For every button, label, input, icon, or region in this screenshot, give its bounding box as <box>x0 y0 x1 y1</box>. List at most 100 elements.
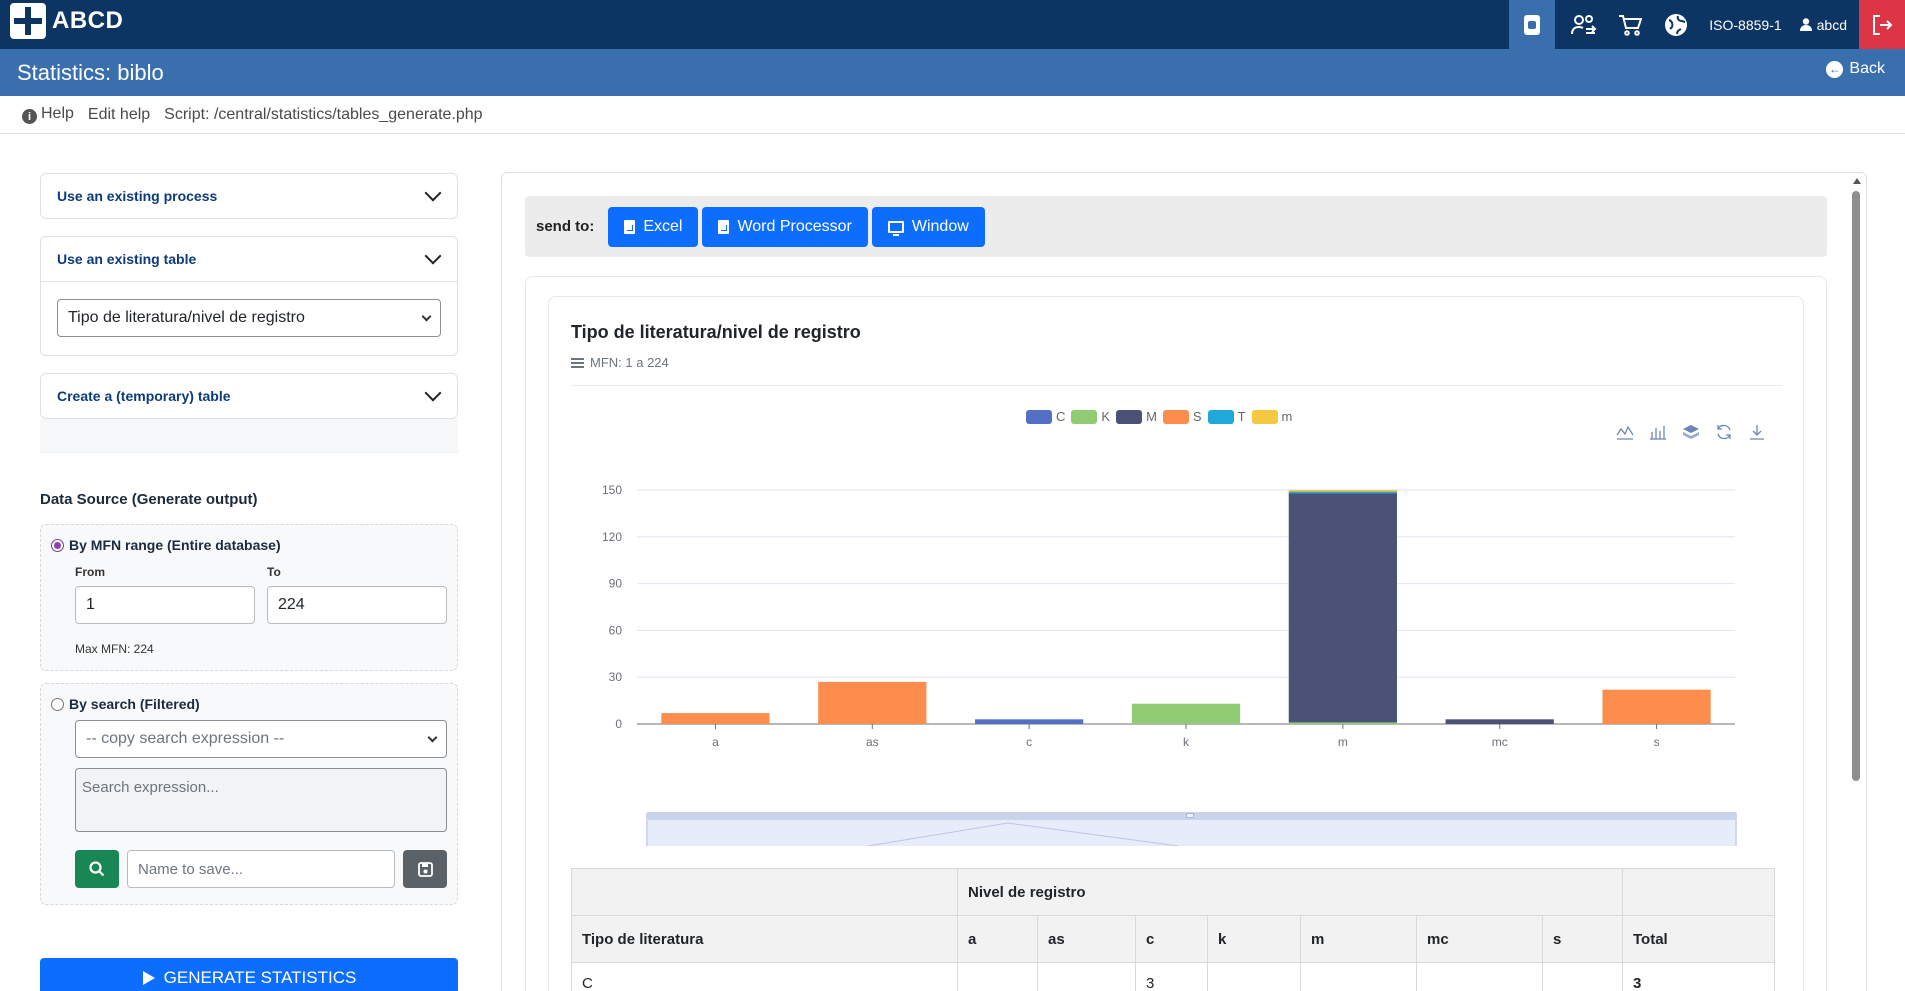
database-icon[interactable] <box>1509 0 1556 49</box>
table-select[interactable]: Tipo de literatura/nivel de registro <box>57 299 441 337</box>
from-label: From <box>75 565 105 579</box>
datazoom-area[interactable] <box>646 820 1737 846</box>
table-cell <box>1207 962 1301 991</box>
x-tick-label: k <box>1183 735 1190 749</box>
copy-search-value: -- copy search expression -- <box>86 730 285 747</box>
table-row-header: Tipo de literatura <box>571 915 958 963</box>
cart-icon[interactable] <box>1607 0 1653 49</box>
save-button[interactable] <box>403 850 447 888</box>
mfn-range-option[interactable]: By MFN range (Entire database) <box>51 537 447 553</box>
mfn-range-group: By MFN range (Entire database) From 1 To… <box>40 524 458 671</box>
column-header-mc: mc <box>1416 915 1543 963</box>
row-total: 3 <box>1622 962 1775 991</box>
word-file-icon <box>718 219 730 234</box>
list-icon <box>571 357 584 368</box>
legend-label: M <box>1146 409 1157 424</box>
by-search-option[interactable]: By search (Filtered) <box>51 696 447 712</box>
column-header-total: Total <box>1622 915 1775 963</box>
search-icon <box>89 861 105 877</box>
column-header-as: as <box>1037 915 1136 963</box>
bar-as-S <box>818 681 927 724</box>
accordion-label: Use an existing process <box>57 188 218 204</box>
column-header-c: c <box>1135 915 1208 963</box>
bar-m-K <box>1288 722 1397 724</box>
accordion-header-existing-process[interactable]: Use an existing process <box>41 174 457 218</box>
search-group: By search (Filtered) -- copy search expr… <box>40 683 458 905</box>
window-button[interactable]: Window <box>871 206 985 247</box>
table-row: C 3 3 <box>571 962 1775 991</box>
x-tick-label: as <box>866 735 879 749</box>
search-expression-textarea[interactable]: Search expression... <box>75 768 447 832</box>
excel-button[interactable]: Excel <box>608 206 699 247</box>
data-source-title: Data Source (Generate output) <box>40 491 258 508</box>
chevron-down-icon <box>424 384 442 402</box>
legend-item-S[interactable]: S <box>1162 409 1202 424</box>
chevron-down-icon <box>421 311 432 321</box>
legend-item-C[interactable]: C <box>1026 409 1065 424</box>
back-arrow-icon: ← <box>1826 60 1844 78</box>
user-icon <box>1799 18 1812 31</box>
stack-icon[interactable] <box>1682 423 1700 441</box>
legend-swatch <box>1071 409 1098 424</box>
logout-icon[interactable] <box>1859 0 1905 49</box>
legend-item-m[interactable]: m <box>1251 409 1292 424</box>
restore-icon[interactable] <box>1715 423 1733 441</box>
bar-chart: 0 30 60 90 120 150 a as c k m mc s <box>602 483 1735 749</box>
scrollbar-thumb[interactable] <box>1852 191 1860 781</box>
by-search-label: By search (Filtered) <box>69 696 200 712</box>
to-label: To <box>267 565 281 579</box>
mfn-range-inputs: From 1 To 224 <box>51 565 447 624</box>
results-card <box>525 276 1827 991</box>
from-input[interactable]: 1 <box>75 586 255 624</box>
row-label: C <box>571 962 958 991</box>
edit-help-link[interactable]: Edit help <box>87 105 151 123</box>
globe-icon[interactable] <box>1653 0 1699 49</box>
monitor-icon <box>887 220 904 236</box>
output-panel <box>501 172 1867 991</box>
legend-item-T[interactable]: T <box>1207 409 1246 424</box>
y-tick-label: 120 <box>602 530 622 544</box>
legend-item-M[interactable]: M <box>1116 409 1157 424</box>
search-button[interactable] <box>75 850 119 888</box>
x-tick-label: m <box>1338 735 1348 749</box>
help-link[interactable]: i Help <box>22 105 74 125</box>
to-input[interactable]: 224 <box>267 586 447 624</box>
bar-c-C <box>975 719 1084 724</box>
accordion-header-existing-table[interactable]: Use an existing table <box>41 237 457 281</box>
mfn-range-radio[interactable] <box>51 538 64 552</box>
back-button[interactable]: ← Back <box>1826 60 1885 78</box>
line-chart-icon[interactable] <box>1616 423 1634 441</box>
search-placeholder: Search expression... <box>82 779 219 796</box>
accordion-header-create-table[interactable]: Create a (temporary) table <box>41 374 457 418</box>
chevron-down-icon <box>424 247 442 265</box>
copy-search-select[interactable]: -- copy search expression -- <box>75 720 447 758</box>
abcd-logo[interactable]: ABCD <box>10 3 123 39</box>
x-tick-label: s <box>1654 735 1660 749</box>
scroll-up-arrow[interactable] <box>1853 178 1861 184</box>
statistics-table: Nivel de registro Tipo de literatura a as… <box>571 868 1775 991</box>
word-processor-button[interactable]: Word Processor <box>702 206 868 247</box>
users-swap-icon[interactable] <box>1561 0 1607 49</box>
bar-k-K <box>1131 703 1241 724</box>
section-divider <box>40 419 458 453</box>
save-name-input[interactable]: Name to save... <box>127 850 395 888</box>
bar-s-S <box>1602 689 1711 724</box>
chevron-down-icon <box>427 732 438 742</box>
legend-item-K[interactable]: K <box>1071 409 1110 424</box>
by-search-radio[interactable] <box>51 697 64 711</box>
encoding-label[interactable]: ISO-8859-1 <box>1709 16 1782 33</box>
top-navbar: ABCD ISO-8859-1 abcd <box>0 0 1905 49</box>
table-group-header-row: Nivel de registro <box>571 868 1775 916</box>
download-icon[interactable] <box>1748 423 1766 441</box>
table-header-row: Tipo de literatura a as c k m mc s Total <box>571 915 1775 963</box>
table-cell <box>957 962 1038 991</box>
datazoom-handle[interactable] <box>1186 813 1194 818</box>
bar-chart-icon[interactable] <box>1649 423 1667 441</box>
generate-statistics-button[interactable]: GENERATE STATISTICS <box>40 958 458 991</box>
table-group-header: Nivel de registro <box>957 868 1623 916</box>
legend-label: S <box>1192 409 1202 424</box>
user-menu[interactable]: abcd <box>1792 0 1859 49</box>
table-total-spacer <box>1622 868 1775 916</box>
table-cell <box>1542 962 1623 991</box>
column-header-a: a <box>957 915 1038 963</box>
